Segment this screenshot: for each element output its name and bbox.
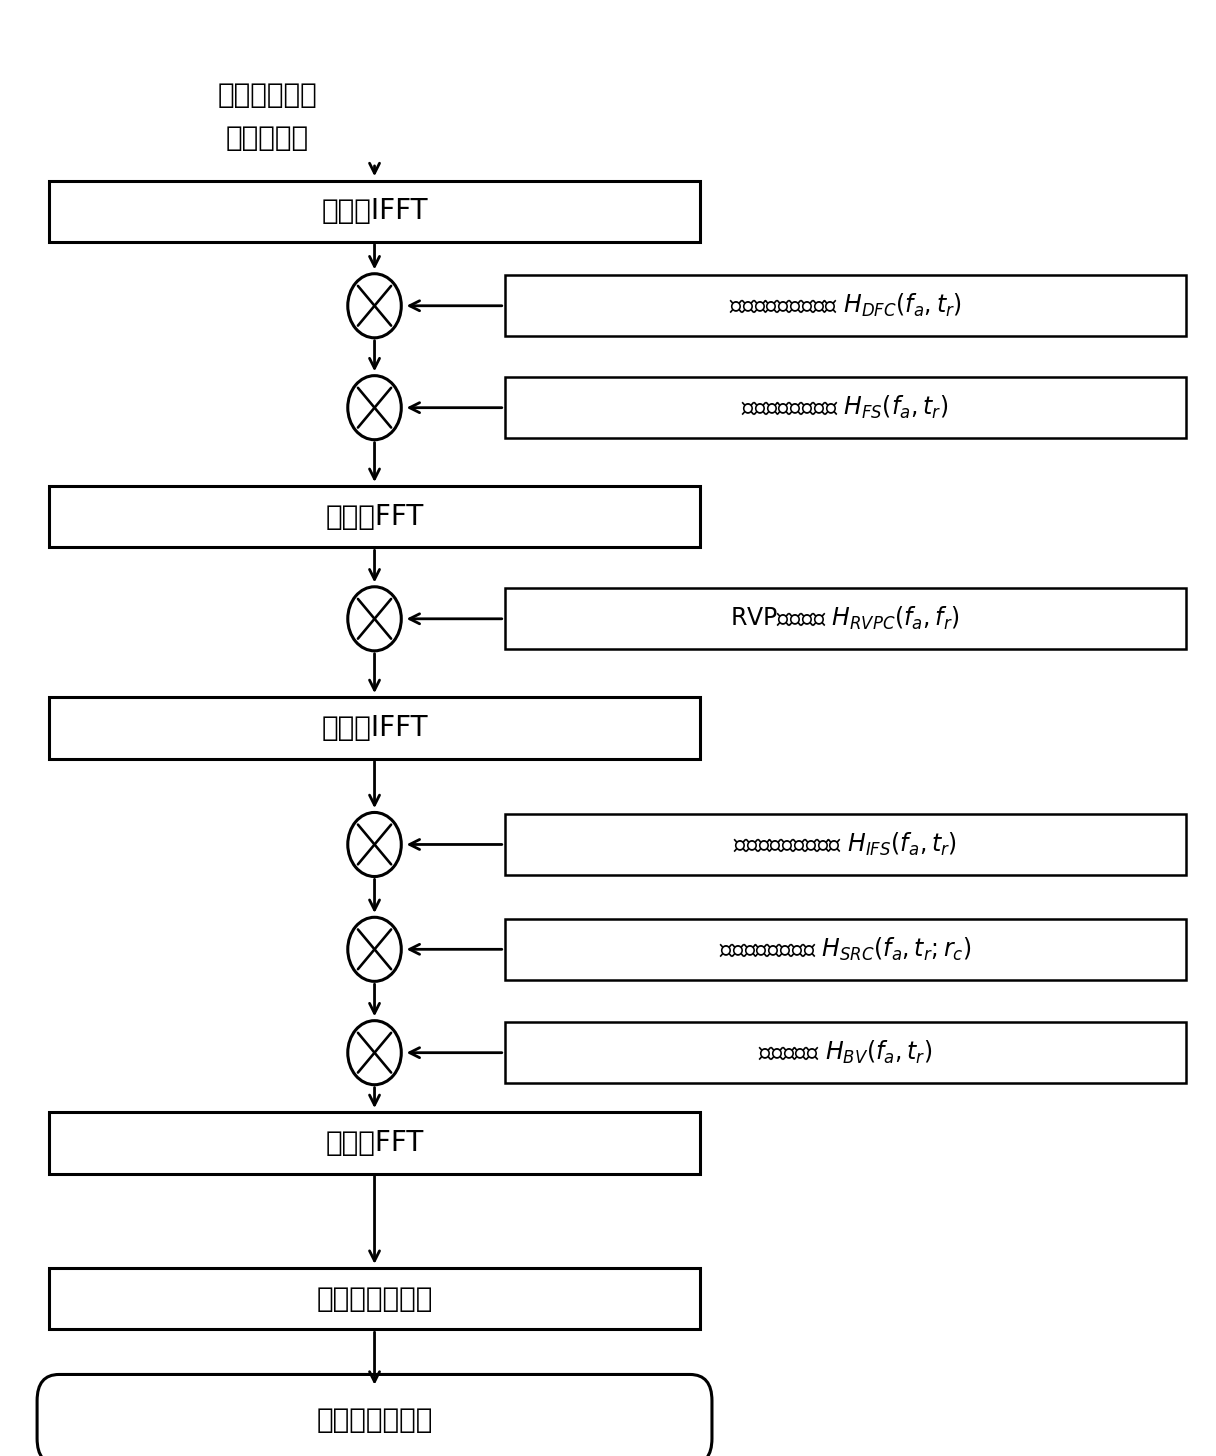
Circle shape [348,376,401,440]
Bar [505,377,1186,438]
Bar [50,181,700,242]
Bar [50,697,700,759]
Text: 距离向FFT: 距离向FFT [326,1128,423,1158]
Text: RVP校正因子 $H_{RVPC}(f_a,f_r)$: RVP校正因子 $H_{RVPC}(f_a,f_r)$ [731,606,959,632]
Text: 距离向IFFT: 距离向IFFT [321,713,428,743]
Bar [505,814,1186,875]
FancyBboxPatch shape [38,1374,713,1456]
Bar [505,588,1186,649]
Text: 二次距离压缩因子 $H_{SRC}(f_a,t_r;r_c)$: 二次距离压缩因子 $H_{SRC}(f_a,t_r;r_c)$ [719,936,972,962]
Bar [50,486,700,547]
Text: 块平移因子 $H_{BV}(f_a,t_r)$: 块平移因子 $H_{BV}(f_a,t_r)$ [758,1040,933,1066]
Text: 等效单通道二: 等效单通道二 [218,80,317,109]
Bar [50,1268,700,1329]
Bar [505,1022,1186,1083]
Circle shape [348,274,401,338]
Bar [505,919,1186,980]
Text: 频率尺度变换因子 $H_{FS}(f_a,t_r)$: 频率尺度变换因子 $H_{FS}(f_a,t_r)$ [742,395,948,421]
Circle shape [348,587,401,651]
Text: 维频域数据: 维频域数据 [226,124,309,153]
Bar [50,1112,700,1174]
Text: 距离向FFT: 距离向FFT [326,502,423,531]
Text: 距离向IFFT: 距离向IFFT [321,197,428,226]
Text: 聚焦的二维图像: 聚焦的二维图像 [316,1405,433,1434]
Text: 多普勒频率校正因子 $H_{DFC}(f_a,t_r)$: 多普勒频率校正因子 $H_{DFC}(f_a,t_r)$ [728,293,962,319]
Text: 方位向匹配滤波: 方位向匹配滤波 [316,1284,433,1313]
Circle shape [348,1021,401,1085]
Text: 逆频率尺度变换因子 $H_{IFS}(f_a,t_r)$: 逆频率尺度变换因子 $H_{IFS}(f_a,t_r)$ [733,831,957,858]
Circle shape [348,917,401,981]
Bar [505,275,1186,336]
Circle shape [348,812,401,877]
